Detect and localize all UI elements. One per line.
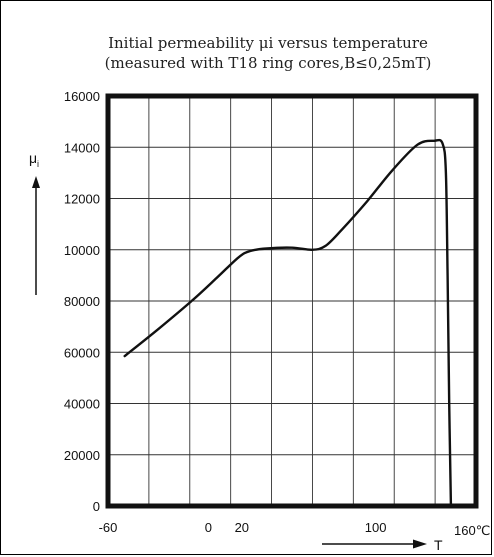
x-axis-unit-label: 160℃ xyxy=(454,523,490,538)
y-axis-label: μ i xyxy=(29,150,40,295)
y-tick-label: 16000 xyxy=(64,89,100,104)
y-tick-label: 60000 xyxy=(64,345,100,360)
y-tick-label: 10000 xyxy=(64,243,100,258)
y-axis-label-main: μ xyxy=(29,150,37,166)
y-tick-label: 14000 xyxy=(64,140,100,155)
y-tick-label: 40000 xyxy=(64,397,100,412)
x-tick-label: 20 xyxy=(235,520,249,535)
x-axis-label: T 160℃ xyxy=(322,523,490,553)
x-tick-label: 100 xyxy=(365,520,387,535)
x-tick-label: 0 xyxy=(205,520,212,535)
x-axis-label-t: T xyxy=(434,537,443,553)
y-tick-label: 20000 xyxy=(64,448,100,463)
y-tick-label: 12000 xyxy=(64,192,100,207)
x-axis-arrow-head xyxy=(413,539,427,549)
x-tick-label: -60 xyxy=(99,520,118,535)
y-axis-arrow-head xyxy=(32,176,40,188)
permeability-curve xyxy=(123,138,453,506)
chart-title-line2: (measured with T18 ring cores,B≤0,25mT) xyxy=(105,54,432,72)
grid-lines xyxy=(108,96,476,506)
tick-labels: 0 20000 40000 60000 80000 10000 12000 14000 1600… xyxy=(64,89,387,535)
plot-area-border xyxy=(105,93,479,509)
chart-title-line1: Initial permeability μi versus temperatu… xyxy=(108,34,428,52)
y-axis-label-sub: i xyxy=(37,159,39,169)
y-tick-label: 0 xyxy=(93,499,100,514)
y-tick-label: 80000 xyxy=(64,294,100,309)
